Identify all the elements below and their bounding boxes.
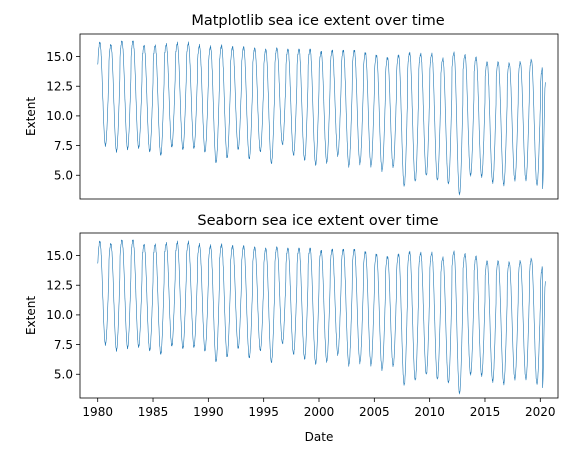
y-axis-label-seaborn: Extent bbox=[24, 296, 38, 335]
matplotlib-panel: Matplotlib sea ice extent over time 5.0 7… bbox=[24, 13, 559, 200]
x-tick-label-seaborn-1: 1985 bbox=[138, 405, 169, 419]
x-tick-label-seaborn-3: 1995 bbox=[248, 405, 279, 419]
x-axis-seaborn: 1980 1985 1990 1995 2000 2005 2010 2015 2020 bbox=[82, 398, 556, 419]
y-tick-label-matplotlib-4: 15.0 bbox=[46, 50, 73, 64]
y-axis-matplotlib: 5.0 7.5 10.0 12.5 15.0 bbox=[46, 50, 80, 182]
series-line-seaborn bbox=[97, 239, 546, 395]
series-line-matplotlib bbox=[97, 40, 546, 196]
y-tick-label-seaborn-3: 12.5 bbox=[46, 278, 73, 292]
x-tick-label-seaborn-5: 2005 bbox=[359, 405, 390, 419]
y-tick-label-matplotlib-3: 12.5 bbox=[46, 79, 73, 93]
plot-frame-matplotlib bbox=[79, 33, 559, 200]
y-tick-label-matplotlib-2: 10.0 bbox=[46, 109, 73, 123]
x-tick-label-seaborn-6: 2010 bbox=[414, 405, 445, 419]
x-tick-label-seaborn-4: 2000 bbox=[304, 405, 335, 419]
x-tick-label-seaborn-2: 1990 bbox=[193, 405, 224, 419]
x-tick-label-seaborn-8: 2020 bbox=[525, 405, 556, 419]
series-matplotlib bbox=[97, 40, 546, 196]
series-seaborn bbox=[97, 239, 546, 395]
y-tick-label-seaborn-1: 7.5 bbox=[54, 338, 73, 352]
x-tick-label-seaborn-0: 1980 bbox=[82, 405, 113, 419]
y-tick-label-matplotlib-1: 7.5 bbox=[54, 139, 73, 153]
y-tick-label-seaborn-0: 5.0 bbox=[54, 367, 73, 381]
x-tick-label-seaborn-7: 2015 bbox=[470, 405, 501, 419]
y-axis-label-matplotlib: Extent bbox=[24, 97, 38, 136]
y-tick-label-matplotlib-0: 5.0 bbox=[54, 168, 73, 182]
chart-title-seaborn: Seaborn sea ice extent over time bbox=[197, 213, 438, 229]
chart-title-matplotlib: Matplotlib sea ice extent over time bbox=[191, 13, 444, 29]
y-axis-seaborn: 5.0 7.5 10.0 12.5 15.0 bbox=[46, 249, 80, 381]
seaborn-panel: Seaborn sea ice extent over time 5.0 7.5 1… bbox=[24, 213, 559, 444]
x-axis-label-seaborn: Date bbox=[305, 430, 334, 444]
y-tick-label-seaborn-4: 15.0 bbox=[46, 249, 73, 263]
y-tick-label-seaborn-2: 10.0 bbox=[46, 308, 73, 322]
